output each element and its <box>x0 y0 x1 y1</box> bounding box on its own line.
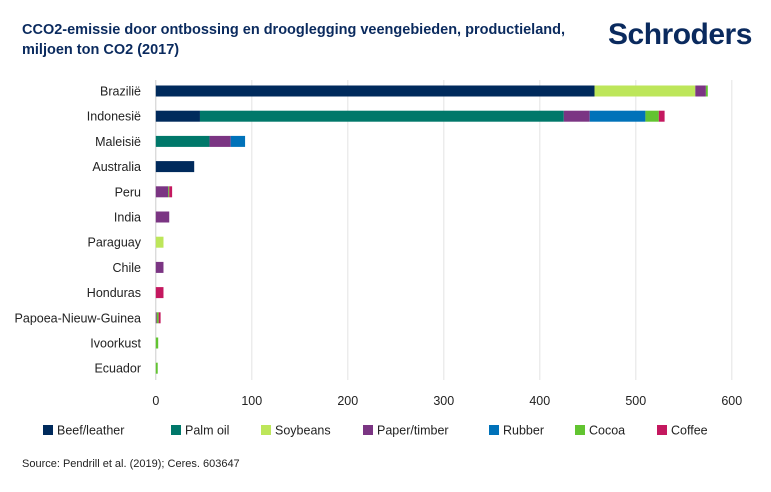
bar-segment-paper-timber <box>155 211 170 223</box>
bar-segment-coffee <box>158 312 161 324</box>
bar-segment-palm-oil <box>155 135 210 147</box>
bar-segment-coffee <box>169 186 173 198</box>
bar-segment-rubber <box>589 110 646 122</box>
y-category-label: Chile <box>113 261 142 275</box>
bar-segment-cocoa <box>156 312 159 324</box>
x-tick-label: 100 <box>241 394 262 408</box>
bar-segment-cocoa <box>155 337 159 349</box>
y-category-label: Papoea-Nieuw-Guinea <box>15 311 142 325</box>
x-tick-label: 500 <box>625 394 646 408</box>
legend-label: Rubber <box>503 424 544 438</box>
legend-swatch <box>363 425 373 435</box>
bar-segment-paper-timber <box>155 186 169 198</box>
chart-title: CCO2-emissie door ontbossing en droogleg… <box>22 22 565 58</box>
bar-segment-coffee <box>155 287 164 299</box>
bar-segment-beef-leather <box>155 161 195 173</box>
source-note: Source: Pendrill et al. (2019); Ceres. 6… <box>22 458 240 470</box>
x-tick-label: 600 <box>721 394 742 408</box>
y-category-label: Indonesië <box>87 110 141 124</box>
bar-segment-paper-timber <box>563 110 590 122</box>
bar-segment-paper-timber <box>695 85 706 97</box>
y-category-label: Paraguay <box>87 236 141 250</box>
y-category-label: India <box>114 211 141 225</box>
legend-swatch <box>575 425 585 435</box>
legend-swatch <box>657 425 667 435</box>
legend-swatch <box>43 425 53 435</box>
bar-segment-beef-leather <box>155 85 595 97</box>
legend-label: Soybeans <box>275 424 331 438</box>
bar-segment-rubber <box>230 135 246 147</box>
bar-segment-soybeans <box>155 236 164 248</box>
bar-segment-cocoa <box>645 110 659 122</box>
legend-label: Palm oil <box>185 424 229 438</box>
legend-label: Cocoa <box>589 424 625 438</box>
x-tick-label: 300 <box>433 394 454 408</box>
bar-segment-beef-leather <box>155 110 200 122</box>
bar-segment-cocoa <box>168 186 170 198</box>
x-tick-label: 200 <box>337 394 358 408</box>
legend-label: Coffee <box>671 424 708 438</box>
y-category-label: Maleisië <box>95 135 141 149</box>
bar-segment-paper-timber <box>155 261 164 273</box>
bar-segment-cocoa <box>705 85 708 97</box>
y-category-label: Australia <box>92 160 141 174</box>
y-category-label: Brazilië <box>100 85 141 99</box>
x-tick-label: 400 <box>529 394 550 408</box>
legend-swatch <box>171 425 181 435</box>
bar-segment-paper-timber <box>155 312 157 324</box>
y-category-label: Honduras <box>87 286 141 300</box>
bar-segment-cocoa <box>155 362 158 374</box>
y-category-label: Peru <box>115 185 141 199</box>
bar-segment-palm-oil <box>199 110 564 122</box>
schroders-logo: Schroders <box>608 18 752 51</box>
bar-segment-soybeans <box>594 85 696 97</box>
bar-segment-coffee <box>658 110 665 122</box>
bar-segment-paper-timber <box>209 135 231 147</box>
x-tick-label: 0 <box>152 394 159 408</box>
legend-label: Paper/timber <box>377 424 449 438</box>
legend-swatch <box>261 425 271 435</box>
legend-label: Beef/leather <box>57 424 124 438</box>
legend-swatch <box>489 425 499 435</box>
y-category-label: Ecuador <box>94 362 141 376</box>
y-category-label: Ivoorkust <box>90 337 141 351</box>
